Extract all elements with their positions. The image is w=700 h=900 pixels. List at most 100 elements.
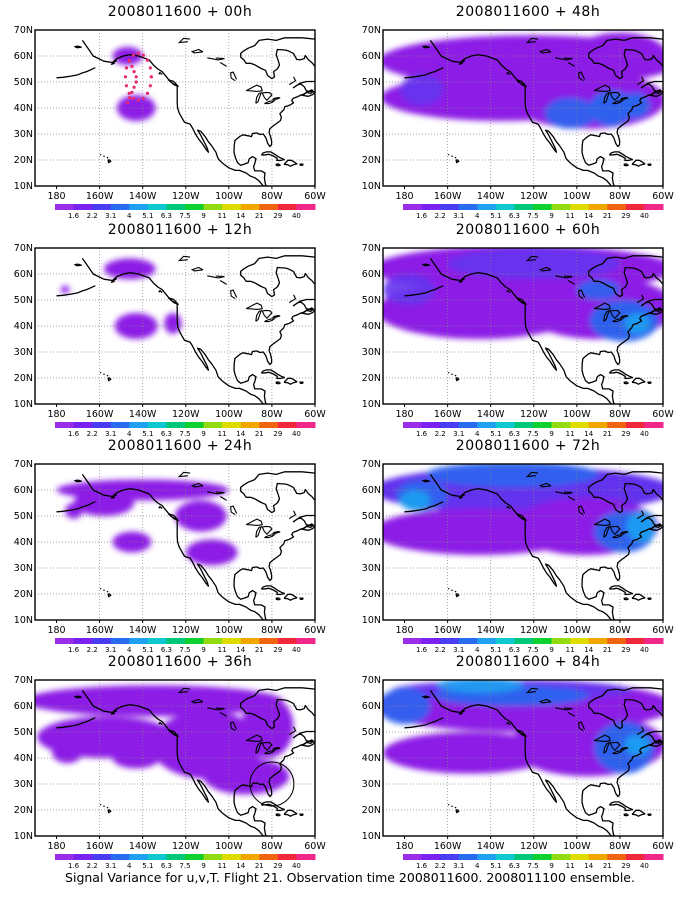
colorbar-label: 40 [292, 862, 301, 870]
lat-tick-label: 70N [362, 243, 381, 254]
lat-tick-label: 10N [362, 615, 381, 626]
lon-tick-label: 100W [215, 191, 243, 202]
colorbar-swatch [644, 638, 664, 644]
colorbar-label: 21 [255, 212, 264, 220]
lon-tick-label: 80W [261, 841, 283, 852]
lat-tick-label: 30N [14, 779, 33, 790]
colorbar-label: 6.3 [161, 646, 172, 654]
lon-tick-label: 180 [395, 409, 413, 420]
lat-tick-label: 20N [362, 589, 381, 600]
colorbar-swatch [570, 422, 590, 428]
lon-tick-label: 180 [395, 191, 413, 202]
figure-caption: Signal Variance for u,v,T. Flight 21. Ob… [65, 870, 635, 885]
variance-shading [576, 279, 620, 300]
colorbar-swatch [607, 204, 627, 210]
lat-tick-label: 30N [362, 129, 381, 140]
lat-tick-label: 50N [14, 511, 33, 522]
colorbar-label: 9 [549, 646, 553, 654]
colorbar-swatch [588, 638, 608, 644]
lon-tick-label: 140W [477, 409, 505, 420]
lon-tick-label: 120W [172, 625, 200, 636]
variance-shading [60, 285, 70, 294]
lat-tick-label: 60N [362, 485, 381, 496]
colorbar-label: 7.5 [179, 646, 190, 654]
colorbar-label: 40 [640, 212, 649, 220]
lat-tick-label: 50N [362, 295, 381, 306]
lon-tick-label: 120W [172, 191, 200, 202]
map-panel: 2008011600 + 84h 10N 20N 30N 40N 50N 60N 70N 180… [358, 650, 698, 870]
map-panel: 2008011600 + 12h 10N 20N 30N 40N 50N 60N 70N 180… [10, 218, 350, 438]
colorbar-swatch [514, 854, 534, 860]
colorbar-swatch [477, 422, 497, 428]
colorbar-label: 40 [292, 430, 301, 438]
lat-tick-label: 30N [362, 779, 381, 790]
colorbar-swatch [644, 854, 664, 860]
colorbar-label: 14 [584, 862, 593, 870]
colorbar-swatch [477, 638, 497, 644]
lat-tick-label: 30N [14, 347, 33, 358]
variance-shading [112, 46, 143, 66]
colorbar-label: 7.5 [527, 646, 538, 654]
colorbar-label: 14 [236, 646, 245, 654]
colorbar-label: 5.1 [142, 212, 153, 220]
colorbar-label: 4 [127, 430, 132, 438]
lat-tick-label: 10N [14, 831, 33, 842]
lon-tick-label: 100W [563, 191, 591, 202]
colorbar-label: 6.3 [161, 430, 172, 438]
colorbar-label: 4 [127, 212, 132, 220]
colorbar-swatch [277, 854, 297, 860]
colorbar-label: 3.1 [453, 646, 464, 654]
colorbar-swatch [55, 854, 75, 860]
colorbar-swatch [185, 854, 205, 860]
lon-tick-label: 180 [47, 625, 65, 636]
colorbar-label: 9 [201, 212, 205, 220]
colorbar-swatch [533, 204, 553, 210]
colorbar-label: 11 [566, 430, 575, 438]
colorbar-label: 6.3 [509, 646, 520, 654]
colorbar-label: 29 [621, 430, 630, 438]
colorbar-swatch [240, 204, 260, 210]
map-plot: 10N 20N 30N 40N 50N 60N 70N 180 160W 140W 120W 100W… [14, 675, 327, 870]
colorbar-label: 1.6 [68, 862, 80, 870]
colorbar-swatch [259, 204, 279, 210]
colorbar-label: 3.1 [105, 212, 116, 220]
colorbar-swatch [458, 422, 478, 428]
colorbar-label: 5.1 [142, 646, 153, 654]
lon-tick-label: 140W [477, 191, 505, 202]
lon-tick-label: 140W [477, 625, 505, 636]
lat-tick-label: 50N [14, 727, 33, 738]
colorbar-swatch [296, 638, 316, 644]
colorbar-swatch [440, 204, 460, 210]
lat-tick-label: 20N [362, 373, 381, 384]
lon-tick-label: 80W [609, 191, 631, 202]
colorbar-swatch [92, 638, 112, 644]
variance-shading [116, 95, 156, 121]
lat-tick-label: 40N [362, 537, 381, 548]
colorbar-label: 1.6 [68, 212, 80, 220]
colorbar-label: 9 [201, 646, 205, 654]
colorbar-swatch [110, 638, 130, 644]
colorbar-swatch [55, 204, 75, 210]
colorbar-label: 11 [218, 646, 227, 654]
lon-tick-label: 160W [434, 409, 462, 420]
lat-tick-label: 70N [362, 459, 381, 470]
colorbar-swatch [277, 422, 297, 428]
lon-tick-label: 160W [86, 841, 114, 852]
colorbar-label: 9 [549, 430, 553, 438]
colorbar-label: 4 [475, 862, 480, 870]
map-panel: 2008011600 + 00h 10N 20N 30N 40N 50N 60N 70N 180… [10, 0, 350, 220]
lat-tick-label: 50N [362, 511, 381, 522]
colorbar-label: 11 [218, 862, 227, 870]
colorbar-label: 40 [640, 646, 649, 654]
colorbar-swatch [458, 638, 478, 644]
colorbar-label: 6.3 [509, 862, 520, 870]
colorbar-swatch [403, 422, 423, 428]
colorbar-label: 1.6 [416, 862, 428, 870]
lat-tick-label: 40N [14, 103, 33, 114]
colorbar-label: 7.5 [179, 862, 190, 870]
variance-shading [400, 74, 444, 106]
colorbar-swatch [551, 638, 571, 644]
lat-tick-label: 70N [14, 243, 33, 254]
colorbar-label: 11 [566, 646, 575, 654]
colorbar-label: 2.2 [435, 646, 446, 654]
